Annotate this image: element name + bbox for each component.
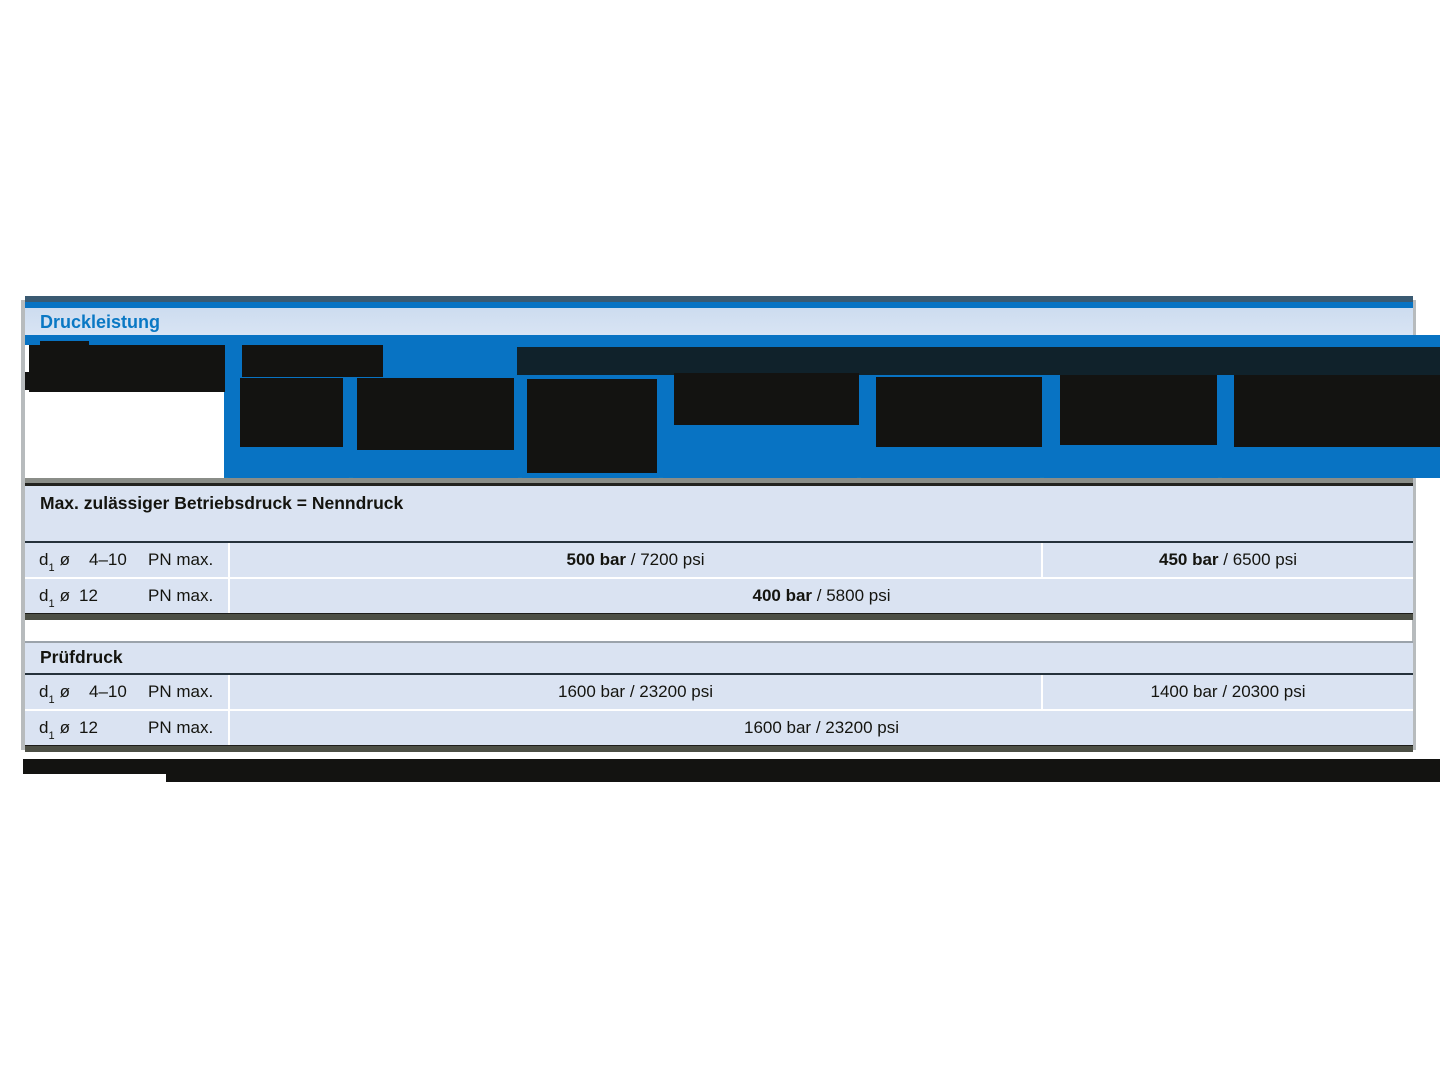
row-label-range: 12 <box>79 718 98 737</box>
table1-top-gray <box>25 478 1413 483</box>
row-divider <box>25 577 1413 579</box>
table-row: d1 ø 4–10 PN max. 500 bar / 7200 psi 450 … <box>25 543 1413 577</box>
row-divider <box>25 709 1413 711</box>
pressure-value: 400 bar / 5800 psi <box>752 586 891 605</box>
pressure-value: 500 bar / 7200 psi <box>566 550 705 569</box>
redacted-type-label <box>29 345 225 392</box>
table-row: d1 ø 12 PN max. 1600 bar / 23200 psi <box>25 711 1413 745</box>
left-edge-shadow <box>21 300 25 750</box>
redacted-column-header-5 <box>876 377 1042 447</box>
value-column-divider <box>1041 543 1043 577</box>
pressure-value: 450 bar / 6500 psi <box>1159 550 1297 569</box>
druckleistung-header-bar: Druckleistung <box>25 308 1413 335</box>
row-label-pn: PN max. <box>148 586 214 605</box>
row-label-range: 4–10 <box>89 682 127 701</box>
value-column-divider <box>1041 675 1043 709</box>
pressure-value: 1600 bar / 23200 psi <box>557 682 713 701</box>
row-label-pn: PN max. <box>148 550 214 569</box>
section-top-border <box>25 296 1413 302</box>
redacted-panel-strip <box>517 347 1440 375</box>
redacted-column-header-4 <box>674 373 859 425</box>
row-label-pn: PN max. <box>148 718 214 737</box>
table2-bottom-border <box>25 745 1413 752</box>
row-label: d1 ø <box>39 718 70 743</box>
page-title: Druckleistung <box>40 312 161 332</box>
redacted-footnote-line1 <box>23 759 1440 774</box>
betriebsdruck-table: Max. zulässiger Betriebsdruck = Nenndruc… <box>25 486 1413 613</box>
redacted-type-label-notch <box>25 372 31 390</box>
row-label: d1 ø <box>39 682 70 707</box>
title-divider <box>25 541 1413 543</box>
betriebsdruck-title: Max. zulässiger Betriebsdruck = Nenndruc… <box>40 493 404 513</box>
redacted-column-header-3 <box>527 379 657 473</box>
pressure-value: 1600 bar / 23200 psi <box>743 718 899 737</box>
table-row: d1 ø 12 PN max. 400 bar / 5800 psi <box>25 579 1413 613</box>
redacted-panel-heading <box>242 345 383 377</box>
pruefdruck-title: Prüfdruck <box>40 647 123 667</box>
right-edge-shadow <box>1412 300 1416 750</box>
row-label: d1 ø <box>39 550 70 575</box>
pressure-value: 1400 bar / 20300 psi <box>1150 682 1306 701</box>
row-label-pn: PN max. <box>148 682 214 701</box>
table-row: d1 ø 4–10 PN max. 1600 bar / 23200 psi 14… <box>25 675 1413 709</box>
row-label-range: 4–10 <box>89 550 127 569</box>
row-label: d1 ø <box>39 586 70 611</box>
pruefdruck-table: Prüfdruck d1 ø 4–10 PN max. 1600 bar / 23… <box>25 643 1413 745</box>
row-label-range: 12 <box>79 586 98 605</box>
title-divider <box>25 673 1413 675</box>
redacted-type-label-tab <box>40 341 89 348</box>
redacted-column-header-7 <box>1234 375 1440 447</box>
table1-top-black <box>25 483 1413 486</box>
table1-bottom-border <box>25 613 1413 620</box>
redacted-column-header-1 <box>240 378 343 447</box>
redacted-column-header-2 <box>357 378 514 450</box>
table2-top-line <box>25 641 1413 643</box>
redacted-footnote-line2 <box>166 774 1440 782</box>
section-top-rule <box>25 302 1413 308</box>
redacted-column-header-6 <box>1060 375 1217 445</box>
